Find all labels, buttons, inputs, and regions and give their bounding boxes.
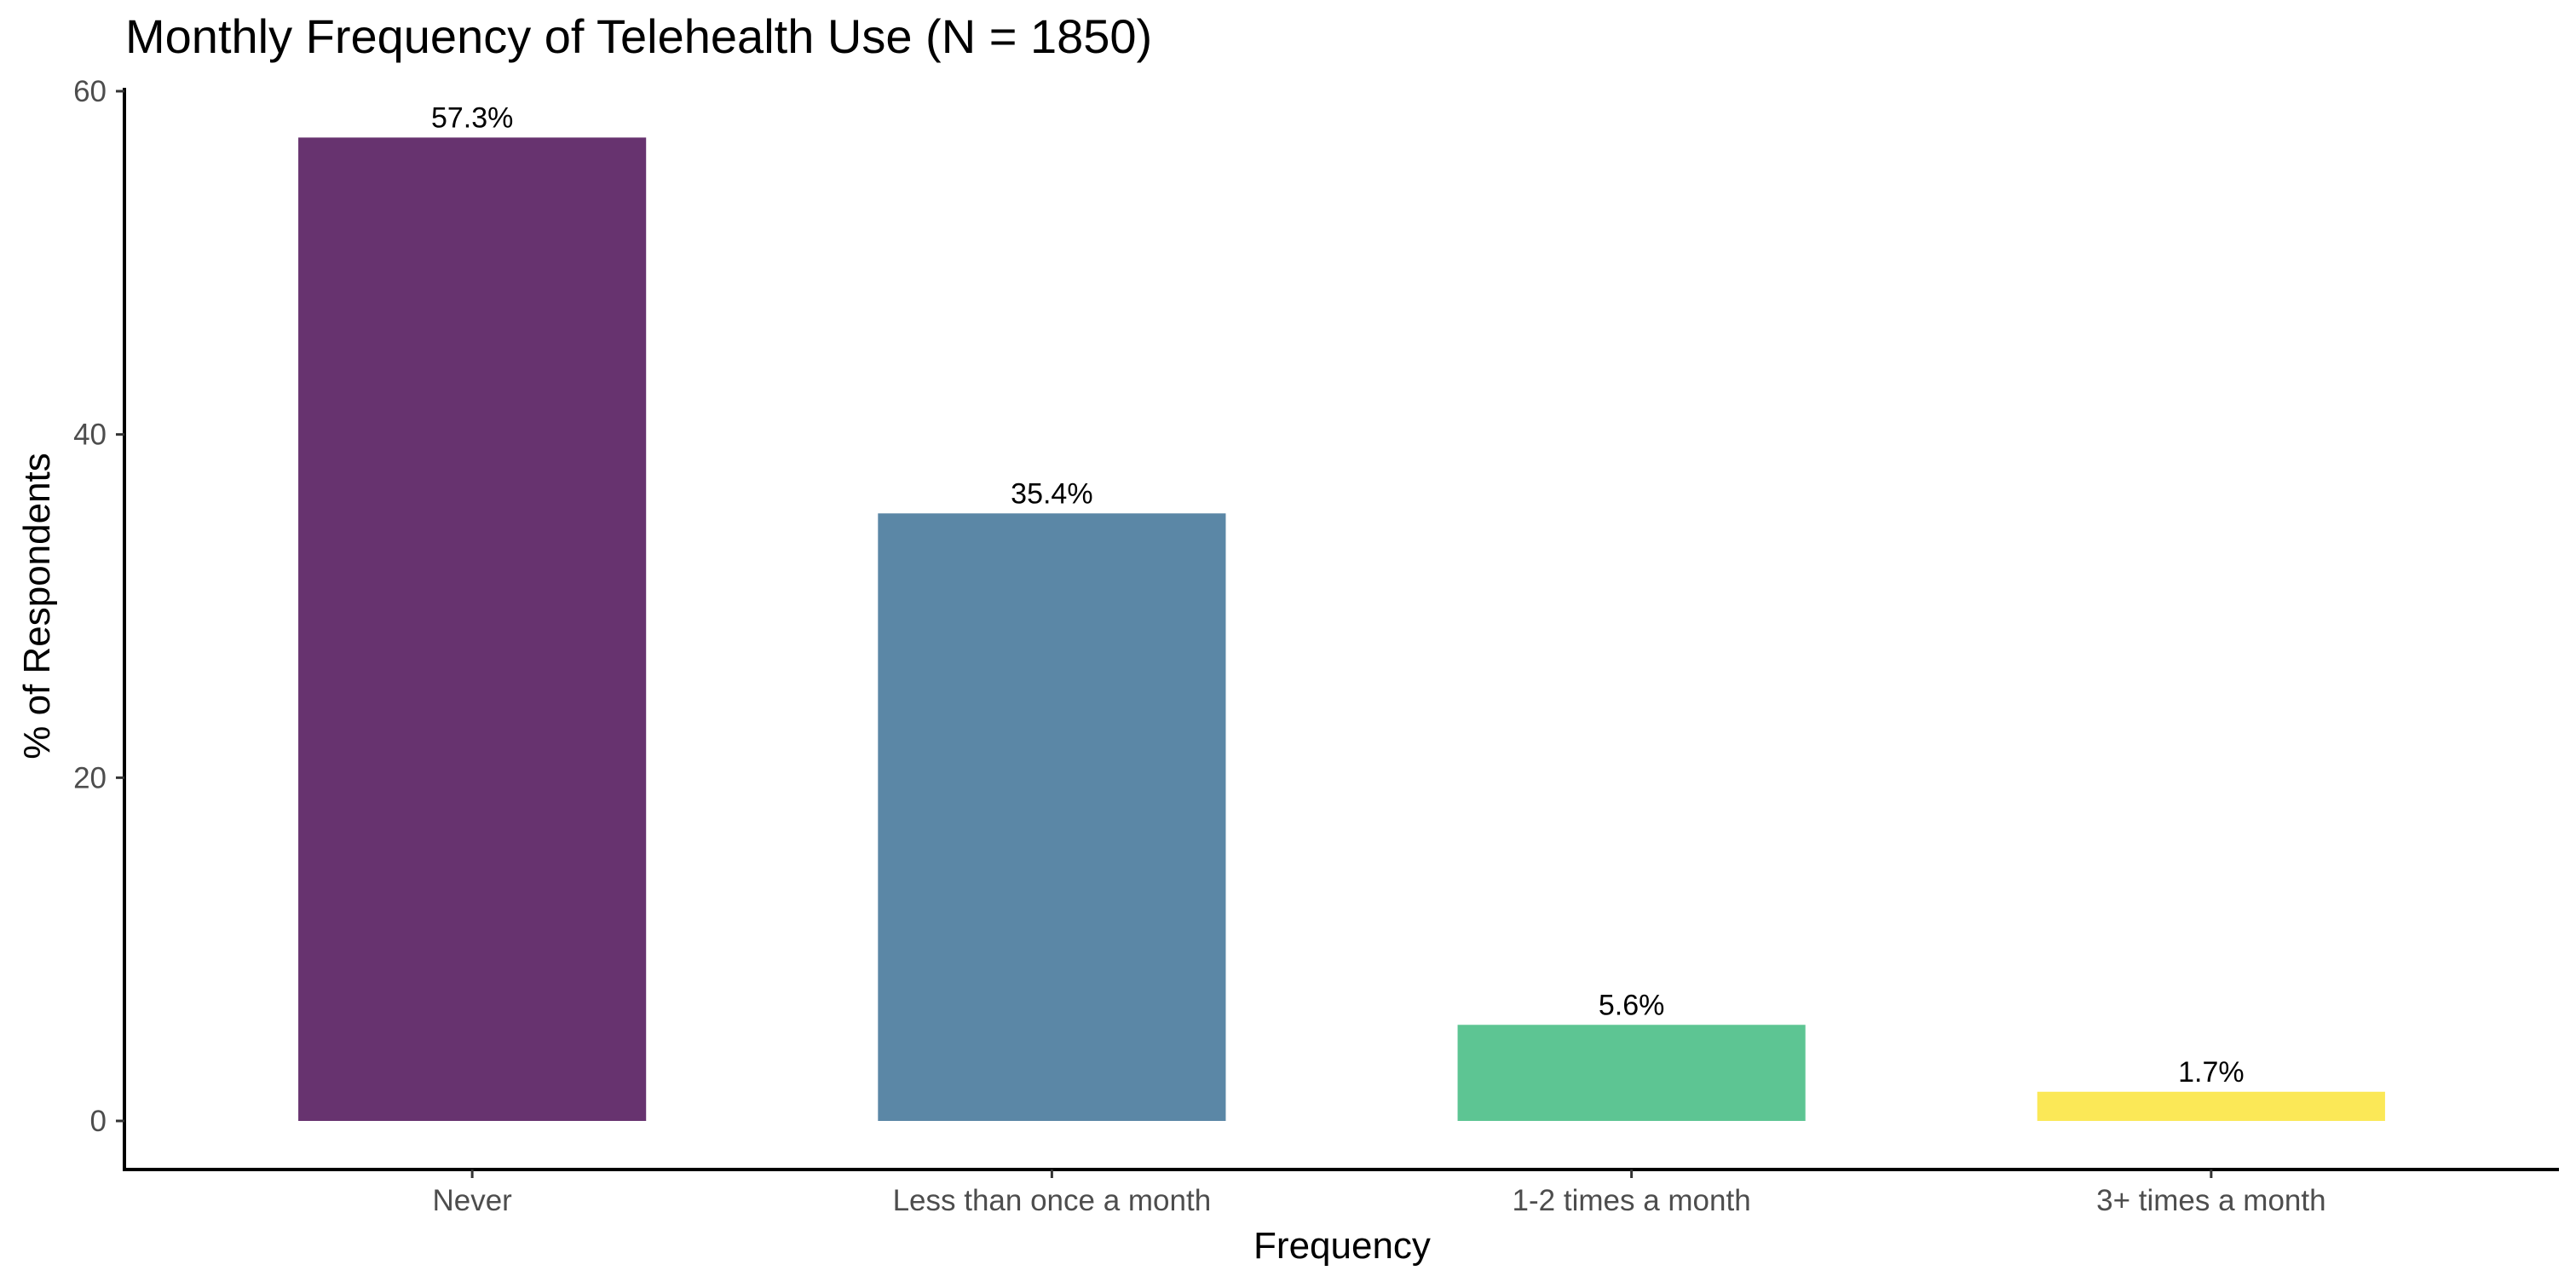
y-ticks-layer: 0 20 40 60 xyxy=(73,75,124,1138)
x-ticks-layer: Never Less than once a month 1-2 times a m… xyxy=(432,1170,2326,1217)
x-tick-label-3-times-a-month: 3+ times a month xyxy=(2096,1184,2325,1217)
y-tick-label-40: 40 xyxy=(73,419,107,452)
bars-layer xyxy=(298,137,2385,1122)
x-tick-label-less-than-once-a-month: Less than once a month xyxy=(893,1184,1212,1217)
x-axis-label: Frequency xyxy=(1253,1225,1431,1267)
data-labels-layer: 57.3% 35.4% 5.6% 1.7% xyxy=(431,101,2245,1088)
y-tick-label-0: 0 xyxy=(90,1105,107,1138)
x-tick-label-1-2-times-a-month: 1-2 times a month xyxy=(1513,1184,1751,1217)
data-label-3-times-a-month: 1.7% xyxy=(2178,1056,2245,1089)
x-tick-label-never: Never xyxy=(432,1184,512,1217)
chart-title: Monthly Frequency of Telehealth Use (N =… xyxy=(125,9,1152,63)
bar-never xyxy=(298,137,647,1122)
data-label-never: 57.3% xyxy=(431,101,513,134)
data-label-1-2-times-a-month: 5.6% xyxy=(1599,989,1665,1021)
data-label-less-than-once-a-month: 35.4% xyxy=(1011,477,1092,510)
bar-3-times-a-month xyxy=(2037,1091,2385,1121)
bar-less-than-once-a-month xyxy=(878,513,1226,1121)
y-tick-label-20: 20 xyxy=(73,761,107,794)
bar-1-2-times-a-month xyxy=(1457,1025,1806,1121)
y-tick-label-60: 60 xyxy=(73,75,107,108)
y-axis-label: % of Respondents xyxy=(16,453,58,760)
